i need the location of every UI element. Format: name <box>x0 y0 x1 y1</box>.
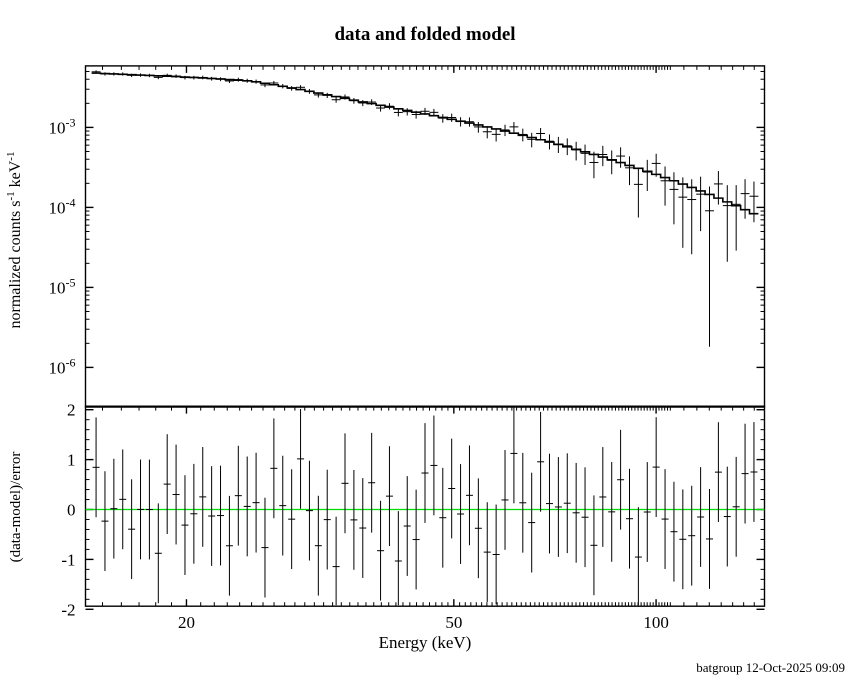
svg-text:50: 50 <box>445 613 462 632</box>
svg-text:100: 100 <box>643 613 669 632</box>
svg-text:20: 20 <box>178 613 195 632</box>
svg-text:2: 2 <box>67 401 76 420</box>
svg-text:10-5: 10-5 <box>49 275 76 297</box>
svg-text:1: 1 <box>67 451 76 470</box>
svg-text:normalized counts s-1 keV-1: normalized counts s-1 keV-1 <box>5 152 24 329</box>
svg-text:-1: -1 <box>61 550 75 569</box>
svg-text:10-4: 10-4 <box>49 195 76 217</box>
svg-text:10-3: 10-3 <box>49 115 76 137</box>
svg-text:(data-model)/error: (data-model)/error <box>8 452 24 563</box>
svg-text:Energy (keV): Energy (keV) <box>379 633 472 652</box>
svg-text:batgroup 12-Oct-2025 09:09: batgroup 12-Oct-2025 09:09 <box>696 660 845 675</box>
svg-text:data and folded model: data and folded model <box>334 24 515 45</box>
svg-text:10-6: 10-6 <box>49 355 76 377</box>
svg-text:0: 0 <box>67 501 76 520</box>
svg-text:-2: -2 <box>61 600 75 619</box>
